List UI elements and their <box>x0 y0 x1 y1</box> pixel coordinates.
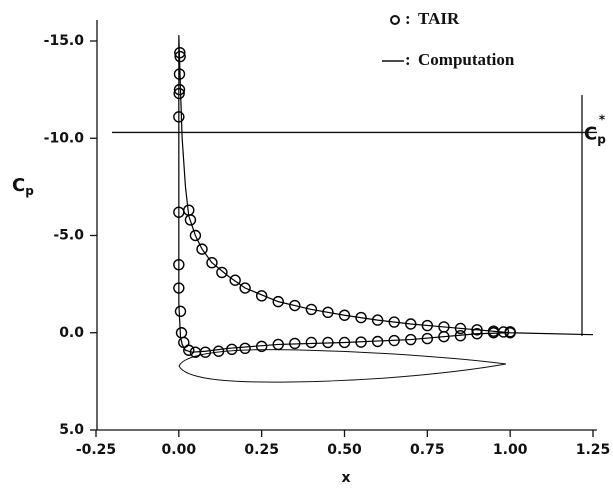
data-point <box>239 342 251 355</box>
x-tick-label: 1.00 <box>493 442 528 458</box>
data-point <box>338 309 351 321</box>
x-tick-label: 0.75 <box>410 442 445 458</box>
x-axis-label: x <box>341 470 350 486</box>
legend-separator: : <box>405 9 411 28</box>
y-tick-label: 5.0 <box>59 422 84 438</box>
data-point <box>355 311 367 324</box>
data-point <box>184 214 197 226</box>
reference-label-base: C <box>584 123 597 144</box>
data-point <box>206 257 218 269</box>
data-point <box>322 306 334 319</box>
y-tick-label: -10.0 <box>44 130 85 146</box>
x-tick-label: 0.25 <box>244 442 279 458</box>
legend-label: TAIR <box>418 9 460 28</box>
data-point <box>212 345 225 357</box>
legend-separator: : <box>405 50 411 69</box>
data-point <box>189 229 202 242</box>
x-tick-label: -0.25 <box>76 442 116 458</box>
data-point <box>272 295 284 308</box>
data-point <box>226 343 238 355</box>
data-point <box>289 299 301 312</box>
y-label-base: C <box>12 175 25 196</box>
x-tick-label: 0.50 <box>327 442 362 458</box>
x-tick-label: 0.00 <box>162 442 197 458</box>
reference-label: Cp * <box>584 112 606 146</box>
data-point <box>196 243 208 255</box>
y-tick-label: 0.0 <box>59 325 84 341</box>
data-point <box>305 336 318 349</box>
y-axis-label: Cp <box>12 175 34 198</box>
airfoil-outline <box>178 349 507 383</box>
data-point <box>255 290 268 302</box>
data-point <box>216 266 228 279</box>
reference-label-sub: p <box>597 132 606 146</box>
legend-label: Computation <box>418 50 515 69</box>
data-point <box>174 305 187 318</box>
reference-label-sup: * <box>599 112 606 126</box>
data-point <box>175 327 188 339</box>
legend-marker <box>390 15 400 25</box>
y-tick-label: -5.0 <box>53 228 84 244</box>
data-point <box>229 274 241 286</box>
data-point <box>183 344 195 356</box>
data-point <box>199 346 212 358</box>
y-label-sub: p <box>25 184 34 198</box>
data-point <box>239 282 251 294</box>
computation-line <box>178 35 594 353</box>
x-tick-label: 1.25 <box>576 442 611 458</box>
data-point <box>305 303 318 316</box>
data-point <box>173 83 186 96</box>
y-tick-label: -15.0 <box>44 33 85 49</box>
